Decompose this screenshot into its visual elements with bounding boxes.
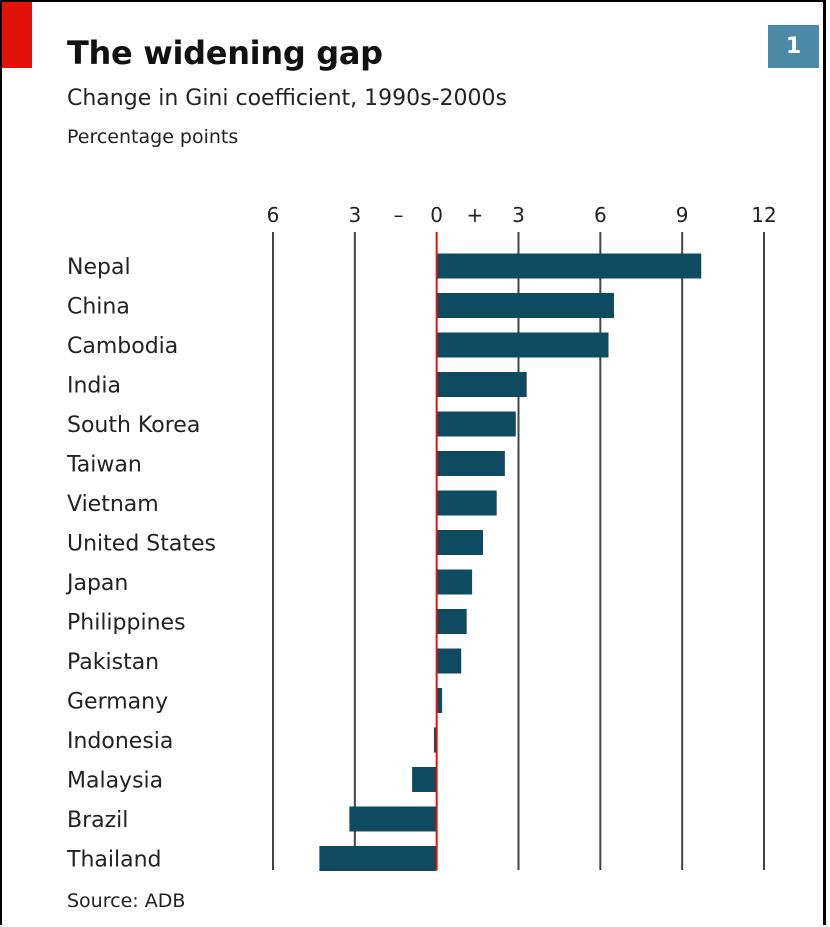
- minus-sign-label: –: [393, 203, 403, 227]
- category-label-cambodia: Cambodia: [67, 334, 178, 359]
- plus-sign-label: +: [466, 203, 483, 227]
- category-label-japan: Japan: [65, 571, 128, 596]
- category-label-nepal: Nepal: [67, 255, 131, 280]
- category-label-brazil: Brazil: [67, 808, 128, 833]
- category-label-thailand: Thailand: [66, 848, 161, 873]
- source-note: Source: ADB: [67, 890, 186, 912]
- category-label-pakistan: Pakistan: [67, 650, 159, 675]
- chart-title: The widening gap: [67, 34, 383, 72]
- chart-number-badge: 1: [768, 25, 819, 68]
- bar-united-states: [436, 530, 484, 555]
- bar-malaysia: [412, 767, 437, 792]
- bar-taiwan: [436, 451, 505, 476]
- category-label-india: India: [67, 374, 121, 399]
- bar-germany: [436, 688, 443, 713]
- tick-label-0: 6: [267, 203, 280, 227]
- bar-thailand: [319, 846, 437, 871]
- category-label-malaysia: Malaysia: [67, 769, 163, 794]
- tick-label-4: 6: [594, 203, 607, 227]
- tick-label-2: 0: [430, 203, 443, 227]
- bar-nepal: [436, 253, 702, 279]
- red-accent-tab: [2, 2, 32, 68]
- bar-japan: [436, 569, 473, 595]
- category-label-vietnam: Vietnam: [67, 492, 159, 517]
- bar-pakistan: [436, 648, 462, 674]
- category-label-united-states: United States: [67, 532, 216, 557]
- bar-china: [436, 293, 614, 318]
- bar-south-korea: [436, 411, 516, 437]
- category-label-germany: Germany: [67, 690, 168, 715]
- bar-philippines: [436, 609, 467, 634]
- category-label-taiwan: Taiwan: [66, 453, 142, 478]
- bar-india: [436, 372, 527, 397]
- category-label-china: China: [67, 295, 130, 320]
- category-label-south-korea: South Korea: [67, 413, 200, 438]
- tick-label-6: 12: [751, 203, 776, 227]
- category-label-indonesia: Indonesia: [67, 729, 173, 754]
- bar-vietnam: [436, 490, 497, 516]
- chart-subtitle: Change in Gini coefficient, 1990s-2000s: [67, 86, 507, 111]
- bar-indonesia: [433, 727, 437, 753]
- chart-units: Percentage points: [67, 126, 239, 148]
- bar-brazil: [349, 806, 437, 832]
- category-label-philippines: Philippines: [67, 611, 186, 636]
- tick-label-1: 3: [348, 203, 361, 227]
- tick-label-5: 9: [676, 203, 689, 227]
- bar-cambodia: [436, 332, 609, 358]
- tick-label-3: 3: [512, 203, 525, 227]
